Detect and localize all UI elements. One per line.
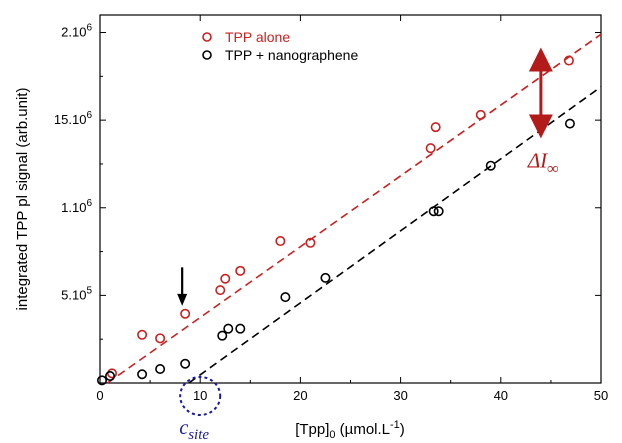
data-point: [97, 375, 108, 386]
c-site-subscript: site: [188, 427, 209, 443]
data-point: [215, 285, 226, 296]
y-tick-label-base: 2.10: [61, 25, 86, 40]
x-tick-label: 10: [193, 388, 207, 403]
y-axis-title: integrated TPP pl signal (arb.unit): [14, 88, 31, 311]
x-axis-title-main: [Tpp]: [295, 421, 329, 438]
x-tick-label: 0: [96, 388, 103, 403]
data-point: [105, 370, 116, 381]
x-tick-label: 40: [494, 388, 508, 403]
y-tick-label-base: 1.10: [61, 200, 86, 215]
data-point: [217, 330, 228, 341]
data-point: [433, 206, 444, 217]
data-point: [563, 55, 574, 66]
y-tick-label-exponent: 6: [86, 110, 92, 121]
axis-ticks: [99, 15, 602, 383]
data-point: [137, 329, 148, 340]
legend-marker-tpp-alone: [202, 32, 212, 42]
data-point: [305, 237, 316, 248]
x-tick-label: 20: [293, 388, 307, 403]
y-tick-label-base: 15.10: [54, 112, 87, 127]
data-point: [475, 109, 486, 120]
arrow-down-head: [177, 293, 188, 306]
c-site-label: csite: [179, 417, 209, 443]
y-tick-label-base: 5.10: [61, 287, 86, 302]
annotations: ΔI∞ csite: [177, 47, 559, 443]
delta-i-infinity-label: ΔI∞: [527, 148, 559, 177]
data-point: [564, 118, 575, 129]
plot-frame: [99, 14, 602, 384]
x-axis-title-close: ): [400, 421, 405, 438]
x-axis-title-superscript: -1: [390, 419, 400, 431]
x-tick-label: 50: [594, 388, 608, 403]
y-tick-label: 5.105: [61, 285, 92, 302]
x-tick-label: 30: [393, 388, 407, 403]
data-point: [275, 236, 286, 247]
data-point: [425, 143, 436, 154]
c-site-circle: [179, 376, 222, 416]
data-point: [107, 368, 118, 379]
data-point: [155, 333, 166, 344]
y-tick-label-exponent: 5: [86, 285, 92, 296]
x-axis-title-subscript: 0: [329, 429, 335, 441]
legend-label-tpp-alone: TPP alone: [225, 29, 290, 45]
series-tpp-alone: [107, 55, 574, 379]
data-point: [430, 122, 441, 133]
data-point: [220, 273, 231, 284]
data-point: [137, 369, 148, 380]
data-point: [485, 160, 496, 171]
data-point: [235, 323, 246, 334]
y-tick-label: 2.106: [61, 23, 92, 40]
y-tick-label-exponent: 6: [86, 23, 92, 34]
legend: TPP alone TPP + nanographene: [202, 29, 358, 63]
fit-lines: [106, 33, 602, 384]
data-point: [428, 206, 439, 217]
x-axis-title: [Tpp]0 (µmol.L-1): [295, 419, 405, 441]
data-point: [180, 308, 191, 319]
x-tick-labels: 0 10 20 30 40 50: [96, 388, 608, 403]
data-points: [97, 55, 575, 386]
data-point: [235, 265, 246, 276]
legend-marker-tpp-nanographene: [202, 50, 212, 60]
fit-line-tpp-nanographene: [188, 86, 602, 384]
y-tick-label: 1.106: [61, 198, 92, 215]
y-tick-label: 15.106: [54, 110, 93, 127]
data-point: [155, 363, 166, 374]
y-tick-label-exponent: 6: [86, 198, 92, 209]
data-point: [223, 323, 234, 334]
x-axis-title-unit: (µmol.L: [336, 421, 391, 438]
c-site-main: c: [179, 417, 188, 439]
data-point: [180, 358, 191, 369]
data-point: [320, 272, 331, 283]
delta-i-subscript: ∞: [547, 160, 558, 177]
data-point: [280, 292, 291, 303]
delta-i-symbol: ΔI: [527, 148, 548, 172]
fit-line-tpp-alone: [106, 33, 602, 384]
series-tpp-nanographene: [97, 118, 575, 386]
legend-label-tpp-nanographene: TPP + nanographene: [225, 47, 358, 63]
